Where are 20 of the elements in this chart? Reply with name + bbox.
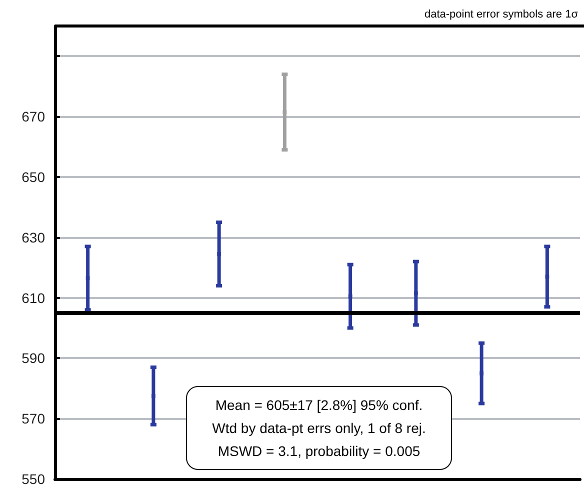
point <box>86 276 90 280</box>
point <box>151 394 156 398</box>
y-tick-label: 610 <box>22 290 46 306</box>
point <box>217 252 222 256</box>
y-tick-label: 630 <box>22 229 46 246</box>
y-tick-label: 590 <box>22 350 46 366</box>
y-tick-label: 670 <box>22 108 46 125</box>
annotation: Mean = 605±17 [2.8%] 95% conf. <box>214 396 424 415</box>
point <box>282 110 287 114</box>
point <box>348 294 352 298</box>
y-tick-label: 570 <box>22 410 46 427</box>
point <box>414 291 418 296</box>
annotation: MSWD = 3.1, probability = 0.005 <box>216 442 422 461</box>
point <box>480 371 484 376</box>
y-tick-label: 650 <box>22 169 46 185</box>
point <box>545 274 550 279</box>
y-tick-label: 550 <box>22 471 46 486</box>
annotation: Wtd by data-pt errs only, 1 of 8 rej. <box>211 418 427 438</box>
text: data-point error symbols are 1σ <box>424 8 578 20</box>
note-box: Mean = 605±17 [2.8%] 95% conf. Wtd by data-pt errs only, 1 of 8 rej. MSWD = 3.1, probability = 0.005 <box>186 386 452 470</box>
